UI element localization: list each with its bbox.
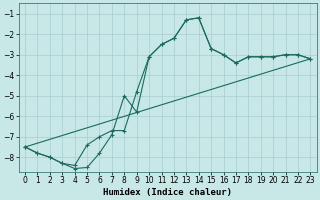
X-axis label: Humidex (Indice chaleur): Humidex (Indice chaleur): [103, 188, 232, 197]
